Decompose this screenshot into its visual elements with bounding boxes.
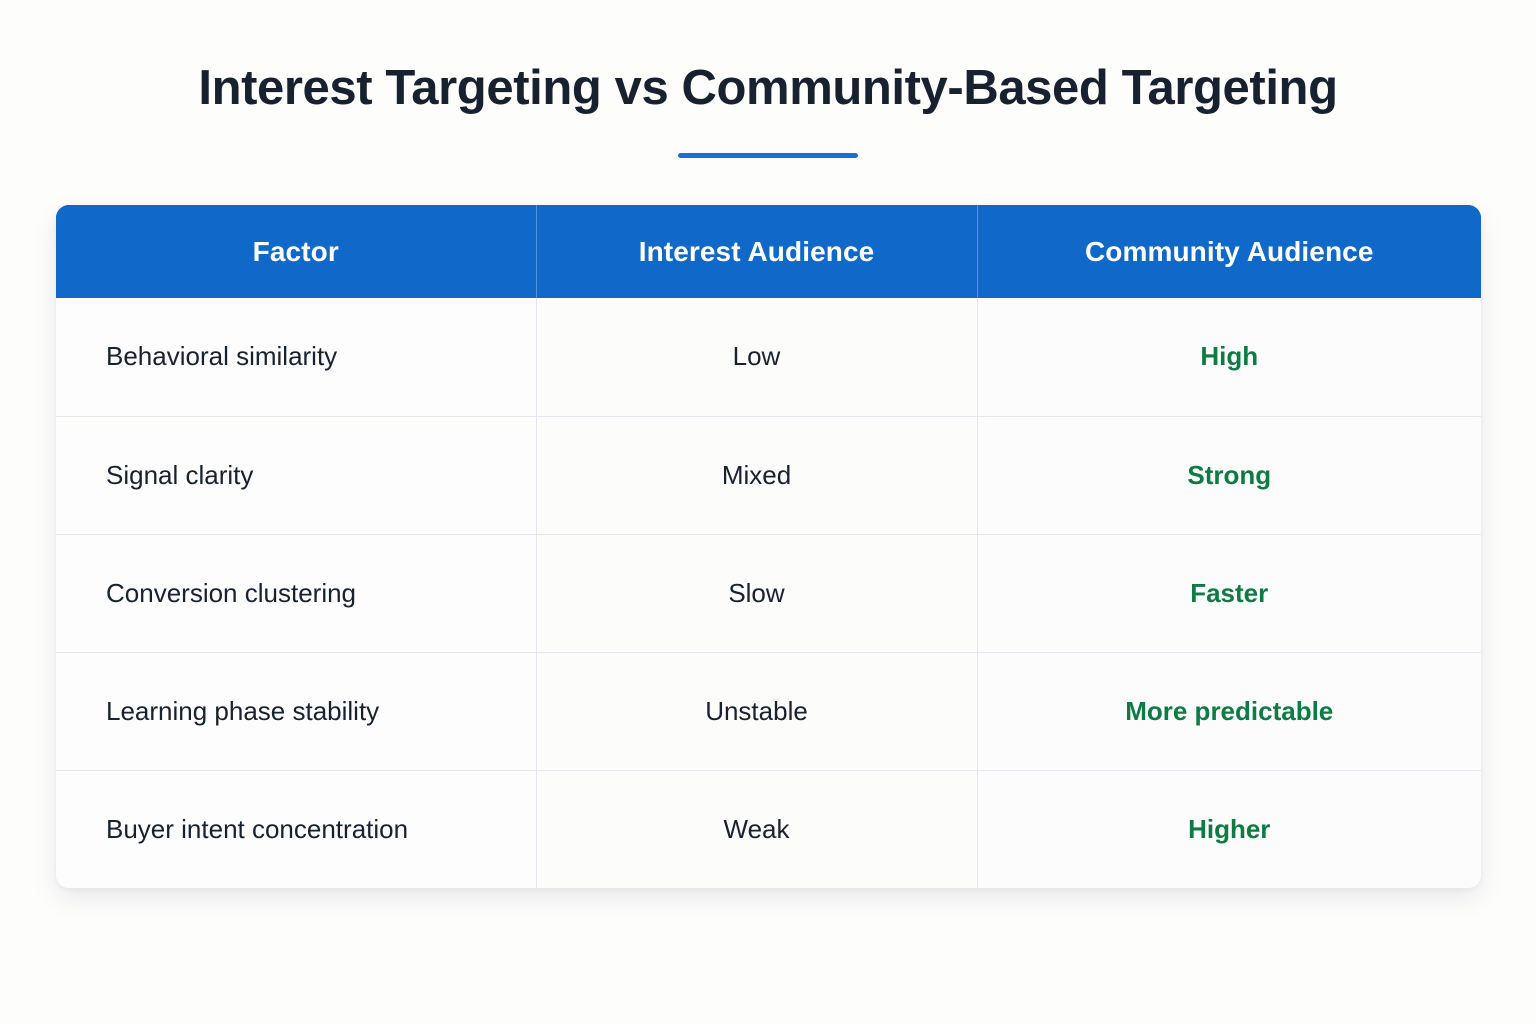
cell-interest: Mixed bbox=[536, 416, 978, 535]
table-header-row: Factor Interest Audience Community Audie… bbox=[56, 205, 1481, 298]
cell-factor: Behavioral similarity bbox=[56, 298, 537, 417]
cell-factor: Conversion clustering bbox=[56, 534, 537, 653]
comparison-table-card: Factor Interest Audience Community Audie… bbox=[56, 205, 1481, 888]
cell-factor: Buyer intent concentration bbox=[56, 770, 537, 888]
table-row: Conversion clustering Slow Faster bbox=[56, 534, 1481, 653]
column-header-interest-audience: Interest Audience bbox=[536, 205, 978, 298]
cell-community: Faster bbox=[977, 534, 1481, 653]
cell-community: More predictable bbox=[977, 652, 1481, 771]
cell-interest: Unstable bbox=[536, 652, 978, 771]
cell-interest: Weak bbox=[536, 770, 978, 888]
table-header: Factor Interest Audience Community Audie… bbox=[56, 205, 1481, 298]
table-body: Behavioral similarity Low High Signal cl… bbox=[56, 298, 1481, 888]
cell-factor: Signal clarity bbox=[56, 416, 537, 535]
cell-interest: Low bbox=[536, 298, 978, 417]
column-header-factor: Factor bbox=[56, 205, 537, 298]
cell-community: High bbox=[977, 298, 1481, 417]
column-header-community-audience: Community Audience bbox=[977, 205, 1481, 298]
title-block: Interest Targeting vs Community-Based Ta… bbox=[0, 58, 1536, 158]
table-row: Learning phase stability Unstable More p… bbox=[56, 652, 1481, 771]
cell-community: Strong bbox=[977, 416, 1481, 535]
page-title: Interest Targeting vs Community-Based Ta… bbox=[198, 61, 1338, 115]
cell-community: Higher bbox=[977, 770, 1481, 888]
table-row: Buyer intent concentration Weak Higher bbox=[56, 770, 1481, 888]
table-row: Signal clarity Mixed Strong bbox=[56, 416, 1481, 535]
table-row: Behavioral similarity Low High bbox=[56, 298, 1481, 417]
comparison-table: Factor Interest Audience Community Audie… bbox=[56, 205, 1481, 888]
cell-factor: Learning phase stability bbox=[56, 652, 537, 771]
cell-interest: Slow bbox=[536, 534, 978, 653]
title-accent-bar bbox=[678, 153, 858, 158]
